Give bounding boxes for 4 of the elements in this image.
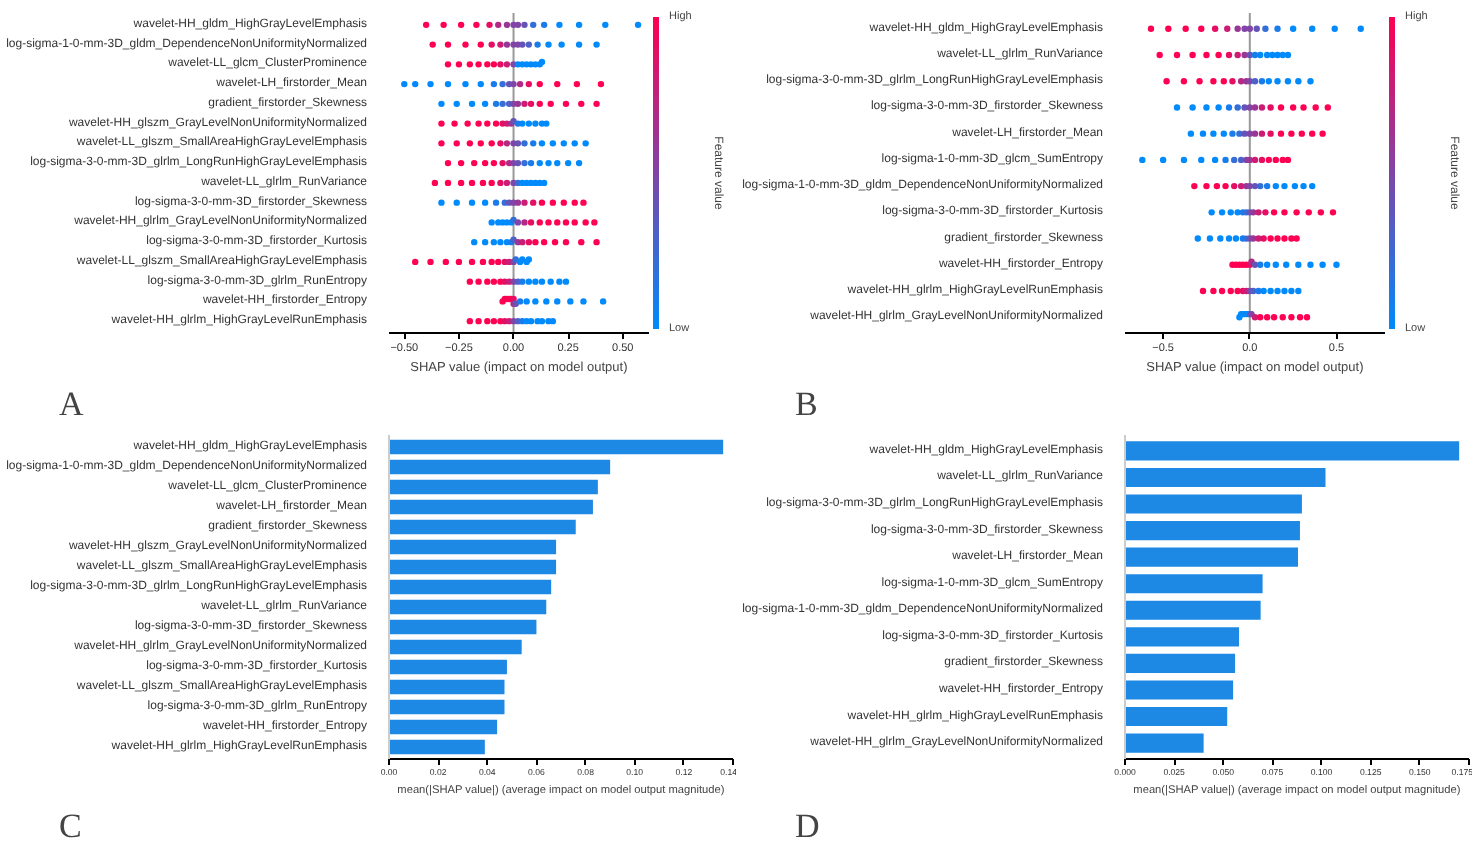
text: B — [795, 385, 818, 423]
text: C — [59, 807, 82, 845]
text: D — [795, 807, 820, 845]
text: A — [59, 385, 85, 423]
